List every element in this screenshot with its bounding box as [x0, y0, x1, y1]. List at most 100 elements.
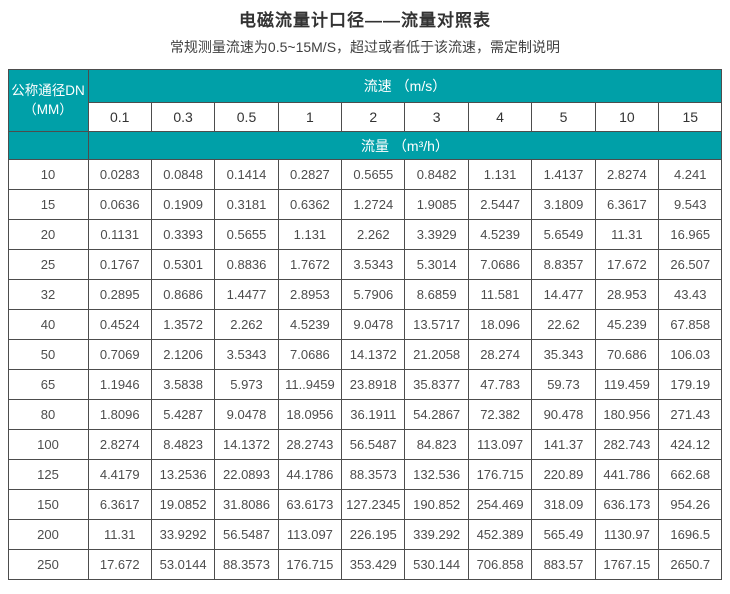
flow-value-cell: 530.144	[404, 549, 469, 580]
flow-value-cell: 0.3393	[150, 219, 216, 250]
velocity-value: 2	[341, 102, 406, 132]
flow-value-cell: 353.429	[341, 549, 406, 580]
flow-value-cell: 47.783	[467, 369, 533, 400]
flow-value-cell: 22.0893	[214, 459, 279, 490]
flow-value-cell: 1.4477	[214, 279, 279, 310]
flow-value-cell: 2.1206	[150, 339, 216, 370]
flow-value-cell: 127.2345	[341, 489, 406, 520]
velocity-value: 0.1	[87, 102, 152, 132]
flow-value-cell: 220.89	[531, 459, 596, 490]
corner-header-dn-mm: 公称通径DN （MM）	[7, 69, 89, 132]
flow-value-cell: 17.672	[594, 249, 660, 280]
flow-value-cell: 8.6859	[404, 279, 469, 310]
flow-value-cell: 0.5655	[214, 219, 279, 250]
dn-cell: 40	[7, 309, 89, 340]
flow-value-cell: 22.62	[531, 309, 596, 340]
flow-value-cell: 4.5239	[467, 219, 533, 250]
flow-value-cell: 88.3573	[214, 549, 279, 580]
flow-value-cell: 36.1911	[341, 399, 406, 430]
flow-value-cell: 271.43	[658, 399, 723, 430]
flow-value-cell: 176.715	[467, 459, 533, 490]
flow-value-cell: 7.0686	[277, 339, 343, 370]
flow-value-cell: 424.12	[658, 429, 723, 460]
flow-value-cell: 5.973	[214, 369, 279, 400]
flow-value-cell: 0.1414	[214, 159, 279, 190]
flow-value-cell: 13.2536	[150, 459, 216, 490]
flow-value-cell: 56.5487	[341, 429, 406, 460]
flow-value-cell: 132.536	[404, 459, 469, 490]
page-title: 电磁流量计口径——流量对照表	[239, 11, 491, 30]
flow-value-cell: 2.8274	[594, 159, 660, 190]
dn-cell: 250	[7, 549, 89, 580]
flow-value-cell: 53.0144	[150, 549, 216, 580]
flow-value-cell: 1.1946	[87, 369, 152, 400]
flow-value-cell: 4.5239	[277, 309, 343, 340]
flow-value-cell: 0.8686	[150, 279, 216, 310]
flow-band-row: 流量 （m³/h）	[7, 131, 723, 160]
flow-value-cell: 14.1372	[214, 429, 279, 460]
flow-value-cell: 63.6173	[277, 489, 343, 520]
flow-value-cell: 1696.5	[658, 519, 723, 550]
flow-value-cell: 282.743	[594, 429, 660, 460]
table-row: 40 0.4524 1.3572 2.262 4.5239 9.0478 13.5717 18…	[7, 309, 723, 340]
flow-value-cell: 883.57	[531, 549, 596, 580]
flow-value-cell: 23.8918	[341, 369, 406, 400]
flow-value-cell: 441.786	[594, 459, 660, 490]
flow-value-cell: 16.965	[658, 219, 723, 250]
flow-value-cell: 0.5301	[150, 249, 216, 280]
flow-value-cell: 3.1809	[531, 189, 596, 220]
flow-value-cell: 14.1372	[341, 339, 406, 370]
flow-value-cell: 8.8357	[531, 249, 596, 280]
flow-value-cell: 1.8096	[87, 399, 152, 430]
flow-value-cell: 0.2895	[87, 279, 152, 310]
flow-value-cell: 0.0636	[87, 189, 152, 220]
flow-value-cell: 7.0686	[467, 249, 533, 280]
table-row: 200 11.31 33.9292 56.5487 113.097 226.195 339.…	[7, 519, 723, 550]
flow-value-cell: 31.8086	[214, 489, 279, 520]
flow-value-cell: 28.2743	[277, 429, 343, 460]
flow-value-cell: 5.4287	[150, 399, 216, 430]
velocity-value: 0.5	[214, 102, 279, 132]
flow-value-cell: 2.5447	[467, 189, 533, 220]
flow-value-cell: 45.239	[594, 309, 660, 340]
dn-cell: 50	[7, 339, 89, 370]
flow-value-cell: 43.43	[658, 279, 723, 310]
velocity-value: 10	[594, 102, 660, 132]
flow-value-cell: 11.31	[594, 219, 660, 250]
table-row: 20 0.1131 0.3393 0.5655 1.131 2.262 3.3929 4.52…	[7, 219, 723, 250]
flow-value-cell: 0.1131	[87, 219, 152, 250]
flow-value-cell: 0.5655	[341, 159, 406, 190]
velocity-values-row: 0.1 0.3 0.5 1 2 3 4 5 10 15	[8, 102, 723, 132]
dn-cell: 20	[7, 219, 89, 250]
dn-cell: 150	[7, 489, 89, 520]
flow-value-cell: 18.096	[467, 309, 533, 340]
flow-value-cell: 0.0848	[150, 159, 216, 190]
flow-band-label: 流量 （m³/h）	[87, 131, 723, 160]
page-subtitle: 常规测量流速为0.5~15M/S，超过或者低于该流速，需定制说明	[169, 39, 561, 55]
flow-value-cell: 5.7906	[341, 279, 406, 310]
flow-value-cell: 9.0478	[341, 309, 406, 340]
flow-value-cell: 3.3929	[404, 219, 469, 250]
flow-value-cell: 180.956	[594, 399, 660, 430]
table-row: 250 17.672 53.0144 88.3573 176.715 353.429 530…	[7, 549, 723, 580]
flow-value-cell: 1.131	[277, 219, 343, 250]
flow-value-cell: 4.241	[658, 159, 723, 190]
flow-value-cell: 0.0283	[87, 159, 152, 190]
page: 电磁流量计口径——流量对照表 常规测量流速为0.5~15M/S，超过或者低于该流…	[0, 6, 730, 580]
flow-value-cell: 1.2724	[341, 189, 406, 220]
flow-value-cell: 28.953	[594, 279, 660, 310]
flow-value-cell: 3.5343	[341, 249, 406, 280]
flow-value-cell: 11.581	[467, 279, 533, 310]
flow-value-cell: 1.7672	[277, 249, 343, 280]
corner-header-line1: 公称通径DN	[11, 83, 85, 99]
flow-value-cell: 56.5487	[214, 519, 279, 550]
velocity-value: 5	[531, 102, 596, 132]
flow-value-cell: 3.5343	[214, 339, 279, 370]
flow-value-cell: 1.4137	[531, 159, 596, 190]
velocity-band-row: 公称通径DN （MM） 流速 （m/s）	[7, 69, 723, 132]
velocity-value: 1	[277, 102, 343, 132]
flow-value-cell: 0.3181	[214, 189, 279, 220]
flow-value-cell: 190.852	[404, 489, 469, 520]
flow-value-cell: 90.478	[531, 399, 596, 430]
flow-value-cell: 17.672	[87, 549, 152, 580]
